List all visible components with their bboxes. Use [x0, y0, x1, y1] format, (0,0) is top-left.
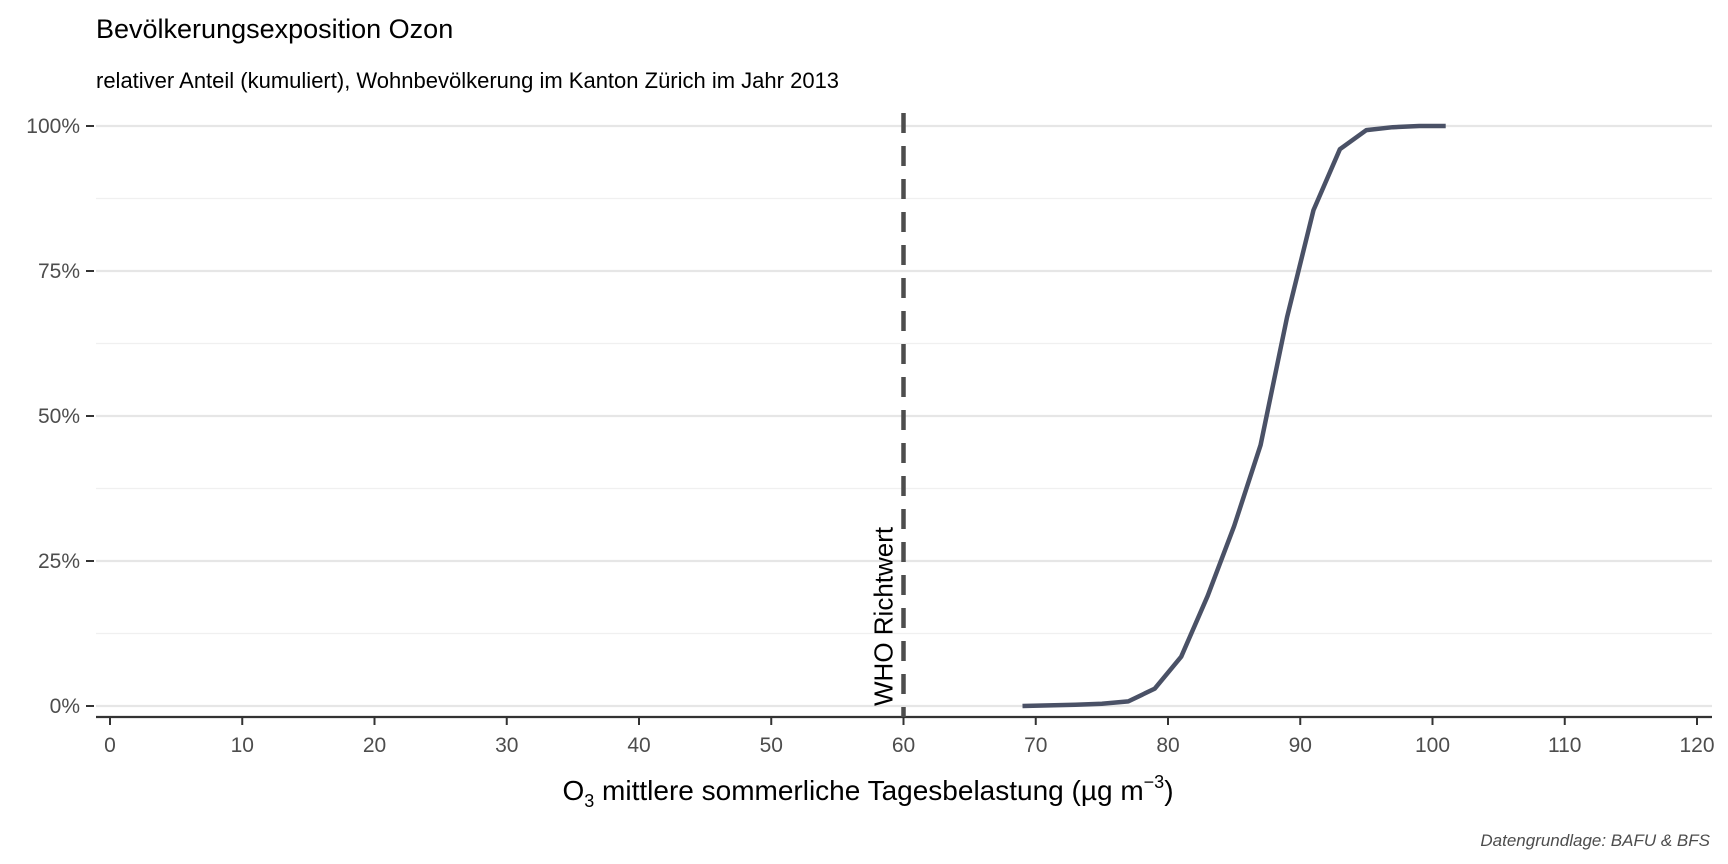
x-tick-label: 100 — [1415, 734, 1450, 757]
x-tick-label: 50 — [760, 734, 783, 757]
y-tick-label: 0% — [50, 695, 80, 718]
x-axis-label-superscript: −3 — [1144, 772, 1165, 792]
y-tick-label: 100% — [26, 115, 80, 138]
x-tick-label: 110 — [1548, 734, 1581, 757]
series-group — [1022, 123, 1446, 709]
x-axis: 0 10 20 30 40 50 60 70 80 90 100 110 120 — [96, 715, 1715, 757]
reference-line-group: WHO Richtwert — [869, 113, 906, 717]
x-tick-label: 70 — [1024, 734, 1047, 757]
y-tick-label: 75% — [38, 260, 80, 283]
x-tick-label: 120 — [1679, 734, 1714, 757]
x-tick-label: 80 — [1156, 734, 1179, 757]
who-reference-label: WHO Richtwert — [869, 526, 899, 706]
x-tick-label: 30 — [495, 734, 518, 757]
x-axis-label-prefix: O — [562, 775, 584, 806]
x-tick-label: 90 — [1289, 734, 1312, 757]
x-axis-label-subscript: 3 — [584, 791, 594, 811]
cumulative-exposure-line — [1022, 123, 1446, 709]
y-tick-label: 50% — [38, 405, 80, 428]
y-axis: 0% 25% 50% 75% 100% — [26, 115, 94, 718]
chart-caption: Datengrundlage: BAFU & BFS — [1480, 831, 1710, 850]
x-axis-label-suffix: ) — [1164, 775, 1173, 806]
x-tick-label: 20 — [363, 734, 386, 757]
x-axis-label: O3 mittlere sommerliche Tagesbelastung (… — [562, 772, 1173, 811]
chart-subtitle: relativer Anteil (kumuliert), Wohnbevölk… — [96, 68, 839, 93]
x-tick-label: 10 — [231, 734, 254, 757]
x-tick-label: 60 — [892, 734, 915, 757]
x-axis-label-main: mittlere sommerliche Tagesbelastung (µg … — [594, 775, 1143, 806]
x-tick-label: 0 — [104, 734, 116, 757]
chart-title: Bevölkerungsexposition Ozon — [96, 14, 453, 44]
y-tick-label: 25% — [38, 550, 80, 573]
x-tick-label: 40 — [627, 734, 650, 757]
